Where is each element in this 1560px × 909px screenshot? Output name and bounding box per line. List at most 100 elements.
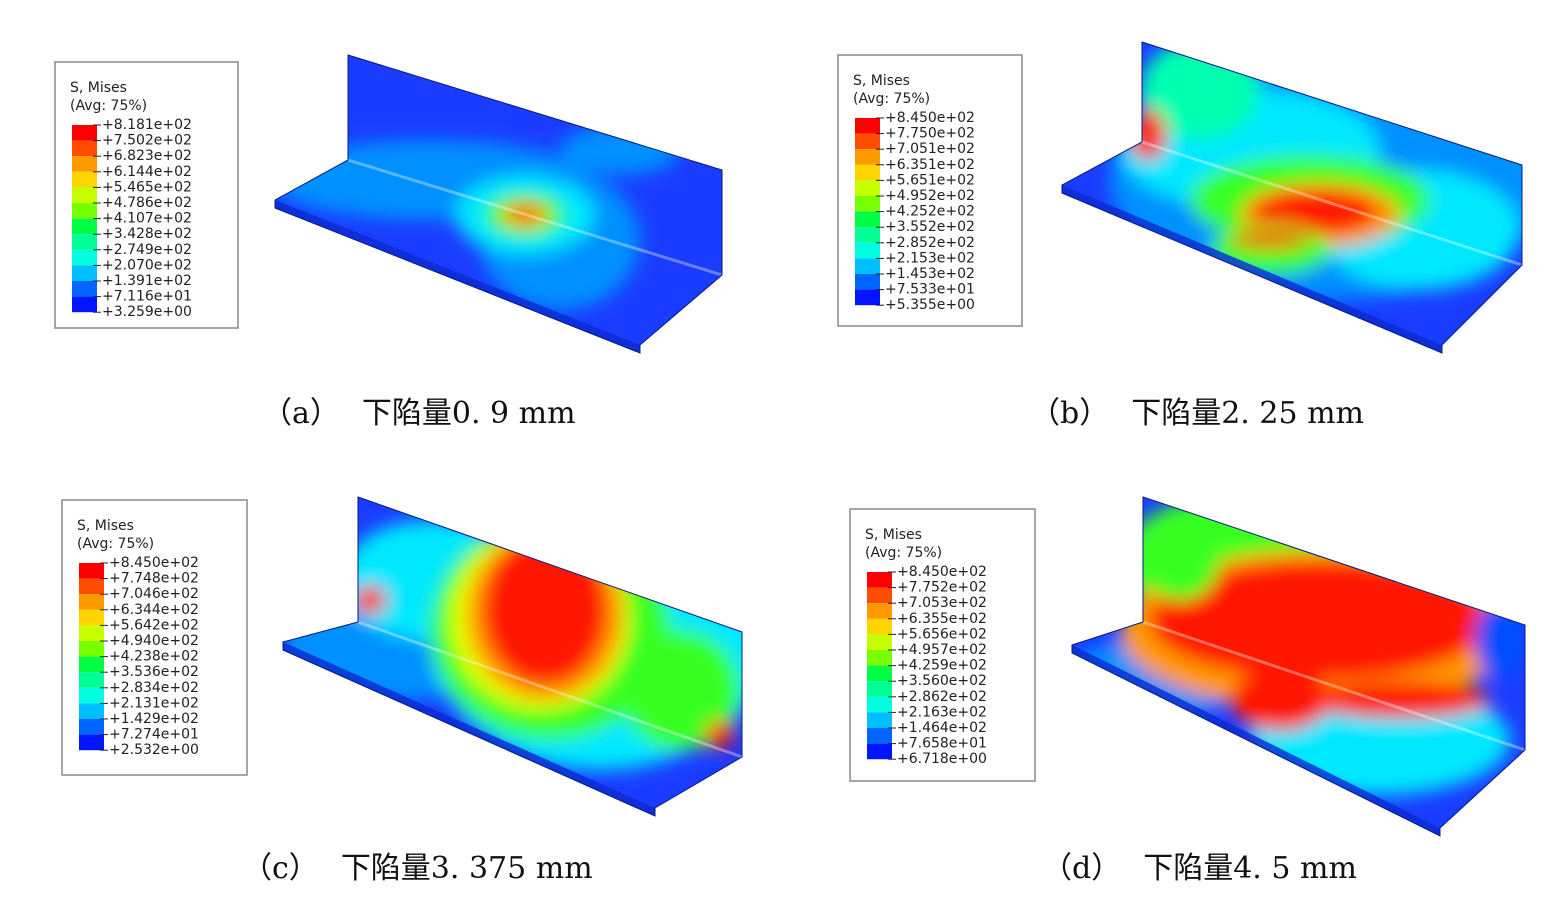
caption: （c） 下陷量3. 375 mm <box>242 851 593 886</box>
legend-label: +4.786e+02 <box>102 195 192 211</box>
contour-bands <box>275 125 680 310</box>
legend-swatch <box>72 265 97 281</box>
legend-subtitle: (Avg: 75%) <box>77 536 154 552</box>
legend-label: +3.536e+02 <box>109 664 199 680</box>
legend-swatch <box>867 603 892 619</box>
legend-swatch <box>79 672 104 688</box>
legend-label: +5.642e+02 <box>109 617 199 633</box>
stress-region <box>1140 520 1220 600</box>
legend-swatch <box>867 665 892 682</box>
legend-label: +4.952e+02 <box>885 188 975 204</box>
stress-region <box>1150 560 1490 680</box>
legend-subtitle: (Avg: 75%) <box>865 545 942 561</box>
plate-outline <box>282 496 743 817</box>
legend-label: +6.351e+02 <box>885 157 975 173</box>
stress-region <box>1230 232 1310 248</box>
stress-region <box>560 125 680 175</box>
caption-label: （c） <box>242 851 319 886</box>
plate-outline <box>1071 496 1526 837</box>
legend-swatch <box>855 227 880 243</box>
legend-label: +4.957e+02 <box>897 642 987 658</box>
legend-swatch <box>79 609 104 626</box>
contour-plot <box>283 497 742 816</box>
legend-label: +6.823e+02 <box>102 148 192 164</box>
legend-label: +6.144e+02 <box>102 164 192 180</box>
legend-label: +7.748e+02 <box>109 571 199 587</box>
legend-swatch <box>79 734 104 751</box>
legend-label: +5.465e+02 <box>102 179 192 195</box>
caption-label: （b） <box>1030 396 1109 431</box>
stress-region <box>1310 682 1490 718</box>
legend-swatch <box>72 187 97 203</box>
panel: S, Mises (Avg: 75%) +8.450e+02+7.750e+02 +7… <box>837 41 1523 431</box>
legend-label: +1.464e+02 <box>897 720 987 736</box>
legend-label: +7.752e+02 <box>897 580 987 596</box>
legend-subtitle: (Avg: 75%) <box>853 91 930 107</box>
legend-swatch <box>72 156 97 172</box>
legend-swatch <box>72 281 97 297</box>
legend-label: +5.656e+02 <box>897 626 987 642</box>
legend-label: +8.450e+02 <box>885 110 975 126</box>
legend-swatch <box>72 234 97 250</box>
legend-swatch <box>79 563 104 579</box>
fillet-edge <box>347 158 722 277</box>
legend-label: +6.355e+02 <box>897 611 987 627</box>
legend-swatch <box>855 289 880 306</box>
legend-label: +7.116e+01 <box>102 289 192 305</box>
legend-swatch <box>867 743 892 760</box>
legend-swatch <box>867 618 892 635</box>
legend-label: +3.552e+02 <box>885 219 975 235</box>
legend-swatch <box>867 681 892 697</box>
stress-region <box>620 630 740 750</box>
legend-swatch <box>79 703 104 719</box>
legend-label: +7.533e+01 <box>885 282 975 298</box>
legend-label: +3.428e+02 <box>102 226 192 242</box>
legend-subtitle: (Avg: 75%) <box>70 98 147 114</box>
legend-label: +7.750e+02 <box>885 126 975 142</box>
plate-edge <box>283 642 655 816</box>
fillet-edge <box>1141 140 1522 267</box>
legend-label: +4.238e+02 <box>109 649 199 665</box>
legend-label: +1.453e+02 <box>885 266 975 282</box>
plate-outline <box>1061 41 1523 354</box>
legend-swatch <box>867 650 892 666</box>
legend-swatch <box>855 242 880 259</box>
legend-label: +6.344e+02 <box>109 602 199 618</box>
legend-label: +2.749e+02 <box>102 242 192 258</box>
legend-title: S, Mises <box>853 73 910 89</box>
legend-label: +7.274e+01 <box>109 727 199 743</box>
legend-label: +1.391e+02 <box>102 273 192 289</box>
caption-text: 下陷量0. 9 mm <box>362 396 576 431</box>
stress-region <box>1230 670 1330 730</box>
contour-bands <box>1072 497 1525 795</box>
legend-label: +2.153e+02 <box>885 250 975 266</box>
legend-swatch <box>79 719 104 735</box>
caption-text: 下陷量3. 375 mm <box>341 851 593 886</box>
legend-swatch <box>855 211 880 228</box>
plate-edge <box>1072 645 1440 836</box>
stress-region <box>483 535 607 685</box>
caption: （b） 下陷量2. 25 mm <box>1030 396 1364 431</box>
stress-region <box>511 207 539 219</box>
caption-text: 下陷量4. 5 mm <box>1143 851 1357 886</box>
legend-swatch <box>79 625 104 641</box>
fillet-edge <box>357 620 742 759</box>
fillet-edge <box>1142 620 1525 752</box>
legend-swatch <box>72 140 97 157</box>
plate-outline <box>274 54 723 354</box>
stress-region <box>1475 600 1525 680</box>
legend-swatch <box>72 125 97 141</box>
legend-label: +2.852e+02 <box>885 235 975 251</box>
stress-region <box>1130 110 1166 160</box>
legend-label: +5.355e+00 <box>885 297 975 313</box>
legend-swatch <box>867 696 892 713</box>
legend-swatch <box>79 594 104 610</box>
legend-swatch <box>867 572 892 588</box>
legend-swatch <box>867 728 892 744</box>
legend-label: +4.252e+02 <box>885 204 975 220</box>
legend-label: +7.658e+01 <box>897 736 987 752</box>
legend-label: +3.560e+02 <box>897 673 987 689</box>
caption: （d） 下陷量4. 5 mm <box>1042 851 1357 886</box>
legend-label: +2.862e+02 <box>897 689 987 705</box>
